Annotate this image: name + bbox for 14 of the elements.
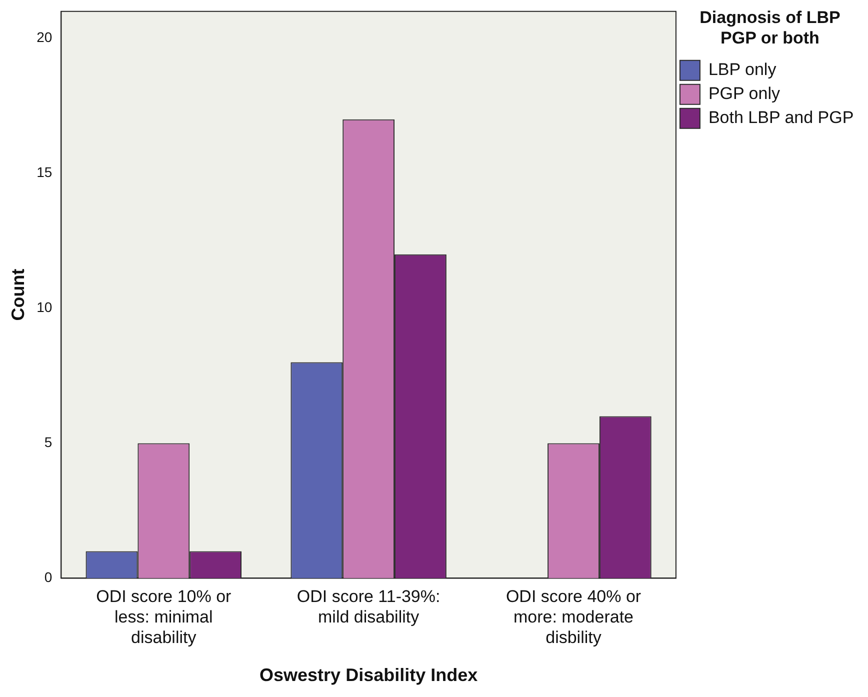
x-axis-title: Oswestry Disability Index xyxy=(260,665,478,686)
x-tick-label: ODI score 11-39%: mild disability xyxy=(296,587,440,626)
y-axis-title: Count xyxy=(8,268,28,321)
legend-label: PGP only xyxy=(708,84,780,104)
y-tick-label: 20 xyxy=(36,29,52,46)
legend-label: Both LBP and PGP xyxy=(708,108,854,128)
y-tick-label: 0 xyxy=(44,569,52,586)
x-tick-label: ODI score 40% or more: moderate disbility xyxy=(506,587,642,647)
legend-label: LBP only xyxy=(708,60,777,80)
y-tick-label: 10 xyxy=(36,299,52,316)
y-tick-label: 5 xyxy=(44,434,52,450)
y-tick-label: 15 xyxy=(36,164,52,180)
legend-title: Diagnosis of LBP PGP or both xyxy=(700,8,840,48)
x-tick-label: ODI score 10% or less: minimal disability xyxy=(96,587,232,647)
